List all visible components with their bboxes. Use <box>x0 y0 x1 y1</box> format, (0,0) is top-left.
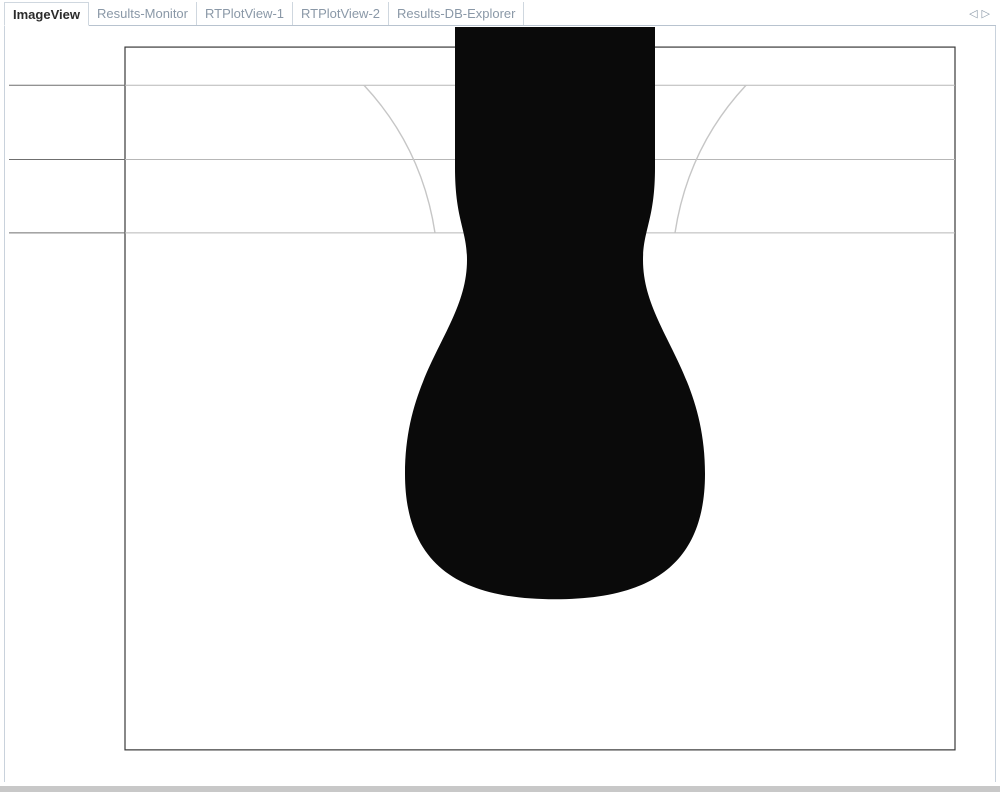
tab-rtplotview-2[interactable]: RTPlotView-2 <box>293 2 389 25</box>
tab-label: ImageView <box>13 7 80 22</box>
tab-rtplotview-1[interactable]: RTPlotView-1 <box>197 2 293 25</box>
tab-results-db-explorer[interactable]: Results-DB-Explorer <box>389 2 524 25</box>
status-strip <box>0 786 1000 792</box>
drop-diagram <box>5 27 995 782</box>
tab-results-monitor[interactable]: Results-Monitor <box>89 2 197 25</box>
tab-imageview[interactable]: ImageView <box>4 2 89 26</box>
tab-label: Results-Monitor <box>97 6 188 21</box>
tab-label: RTPlotView-1 <box>205 6 284 21</box>
tab-scroll-buttons: ◁ ▷ <box>969 2 996 25</box>
tab-label: Results-DB-Explorer <box>397 6 515 21</box>
app-window: ImageView Results-Monitor RTPlotView-1 R… <box>0 0 1000 792</box>
tab-scroll-right-icon[interactable]: ▷ <box>982 7 990 20</box>
image-view-canvas <box>5 27 995 782</box>
tab-scroll-left-icon[interactable]: ◁ <box>969 7 977 20</box>
tab-label: RTPlotView-2 <box>301 6 380 21</box>
tab-strip: ImageView Results-Monitor RTPlotView-1 R… <box>4 2 996 26</box>
